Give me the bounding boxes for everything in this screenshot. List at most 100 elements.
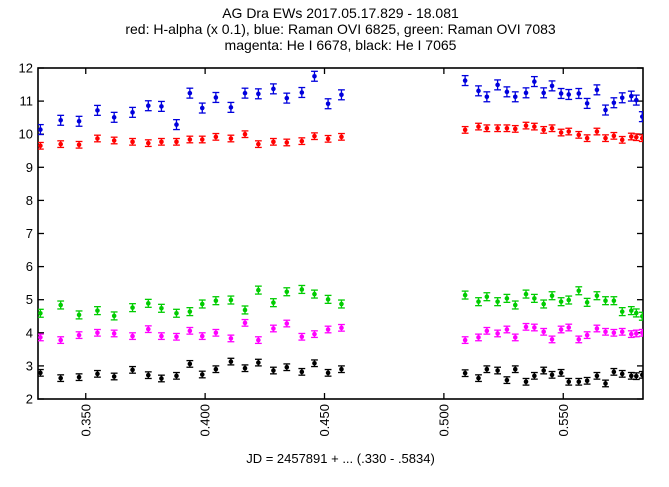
data-point — [476, 88, 481, 94]
data-point — [174, 373, 179, 379]
data-point — [549, 372, 555, 378]
data-point — [325, 327, 331, 332]
data-point — [495, 331, 500, 336]
data-point — [566, 379, 572, 385]
data-point — [174, 334, 179, 340]
y-tick-label: 3 — [26, 358, 33, 373]
data-point — [58, 117, 63, 123]
data-point — [634, 134, 639, 140]
data-point — [325, 136, 331, 142]
data-point — [312, 73, 317, 79]
data-point — [462, 292, 468, 298]
data-point — [523, 291, 529, 297]
data-point — [228, 297, 234, 303]
data-point — [242, 90, 248, 96]
data-point — [495, 368, 500, 373]
data-point — [541, 368, 546, 373]
data-point — [95, 136, 100, 141]
data-point — [532, 79, 537, 84]
data-point — [558, 130, 564, 135]
data-point — [558, 91, 564, 96]
data-point — [541, 127, 546, 133]
data-point — [213, 330, 219, 336]
data-point — [639, 114, 643, 119]
data-point — [284, 364, 290, 370]
data-point — [603, 135, 608, 141]
data-point — [634, 310, 639, 316]
data-point — [76, 332, 82, 338]
data-point — [611, 369, 617, 375]
data-point — [594, 87, 600, 93]
data-point — [146, 326, 151, 332]
data-point — [130, 305, 135, 310]
data-point — [594, 373, 600, 379]
data-point — [130, 139, 135, 145]
data-point — [76, 374, 82, 380]
data-point — [146, 140, 151, 146]
data-point — [523, 379, 529, 385]
data-point — [159, 376, 164, 381]
data-point — [187, 328, 193, 334]
data-point — [549, 83, 555, 89]
y-tick-label: 10 — [19, 127, 33, 142]
data-point — [484, 294, 490, 300]
data-point — [95, 330, 100, 336]
data-point — [187, 361, 193, 367]
axis-ticks — [38, 67, 643, 400]
y-tick-label: 4 — [26, 325, 33, 340]
y-tick-label: 6 — [26, 259, 33, 274]
data-point — [199, 372, 205, 377]
data-point — [111, 331, 117, 336]
data-point — [213, 366, 219, 372]
data-point — [95, 371, 100, 377]
data-point — [558, 327, 564, 332]
data-point — [38, 370, 43, 376]
data-point — [504, 89, 510, 95]
data-point — [130, 367, 135, 373]
data-point — [566, 129, 572, 134]
data-point — [462, 78, 468, 83]
data-point — [512, 126, 518, 132]
data-point — [339, 366, 344, 372]
data-point — [284, 95, 290, 101]
data-point — [111, 374, 117, 379]
data-point — [639, 330, 643, 336]
data-point — [256, 91, 261, 97]
data-point — [284, 140, 290, 145]
data-point — [629, 308, 634, 313]
data-point — [159, 104, 164, 109]
data-point — [199, 301, 205, 307]
data-point — [299, 287, 305, 292]
y-tick-label: 9 — [26, 160, 33, 175]
data-point — [325, 297, 331, 302]
data-point — [462, 370, 468, 376]
data-point — [584, 378, 590, 384]
data-point — [242, 131, 248, 137]
data-point — [594, 293, 600, 299]
data-point — [58, 375, 63, 381]
data-point — [146, 103, 151, 109]
data-point — [38, 143, 43, 149]
data-point — [242, 307, 248, 313]
data-point — [629, 331, 634, 337]
data-point — [512, 94, 518, 100]
plot-frame — [37, 67, 644, 400]
data-point — [174, 310, 179, 316]
data-point — [111, 313, 117, 319]
data-point — [95, 308, 100, 313]
data-point — [299, 138, 305, 144]
data-point — [484, 125, 490, 131]
data-point — [549, 125, 555, 131]
series-raman-ovi-6825 — [38, 70, 643, 136]
data-layer — [38, 70, 643, 388]
data-point — [532, 296, 537, 301]
data-point — [619, 95, 625, 101]
data-point — [256, 141, 261, 147]
data-point — [634, 97, 639, 103]
data-point — [566, 325, 572, 330]
data-point — [174, 139, 179, 145]
data-point — [174, 122, 179, 127]
y-tick-label: 12 — [19, 61, 33, 76]
